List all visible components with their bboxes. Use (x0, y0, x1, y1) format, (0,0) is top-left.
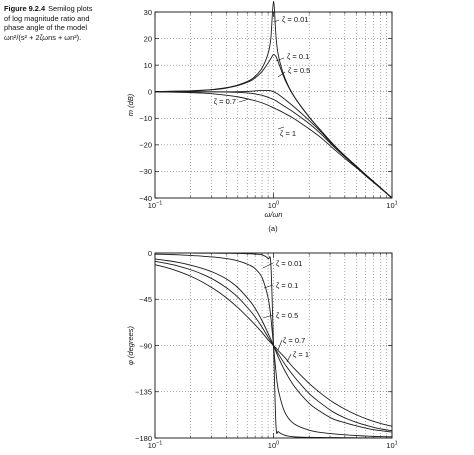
annotation-leader (263, 284, 274, 289)
annotation-label: ζ = 0.7 (283, 336, 305, 345)
y-tick-label: 0 (148, 88, 152, 97)
series-line-4 (154, 260, 393, 432)
annotation-leader (262, 262, 274, 269)
y-tick-label: −180 (135, 434, 152, 443)
series-line-5 (154, 264, 393, 427)
figure-caption: Figure 9.2.4 Semilog plots of log magnitu… (4, 4, 132, 42)
vertical-grid (190, 12, 387, 198)
annotation-leader (286, 353, 292, 363)
horizontal-grid (155, 299, 392, 392)
y-tick-label: 0 (148, 249, 152, 258)
x-tick-label: 101 (386, 441, 397, 451)
annotation-label: ζ = 0.7 (214, 97, 236, 106)
y-tick-label: −90 (139, 341, 152, 350)
y-tick-label: −20 (139, 141, 152, 150)
annotation-label: ζ = 0.5 (288, 66, 310, 75)
annotation-label: ζ = 0.01 (282, 15, 308, 24)
x-tick-label: 10−1 (148, 441, 163, 451)
annotation-leader (273, 19, 280, 23)
panel-label: (a) (268, 224, 278, 233)
series-line-2 (154, 253, 393, 438)
annotation-leader (238, 98, 250, 103)
annotation-label: ζ = 0.5 (276, 311, 298, 320)
annotation-leader (262, 314, 274, 319)
annotation-label: ζ = 0.1 (276, 281, 298, 290)
annotation-label: ζ = 1 (293, 350, 309, 359)
y-tick-label: −135 (135, 388, 152, 397)
y-tick-label: −30 (139, 167, 152, 176)
x-tick-label: 100 (268, 201, 279, 211)
x-axis-label: ω/ωn (265, 210, 283, 219)
figure-number: Figure 9.2.4 (4, 4, 46, 13)
y-tick-label: 30 (144, 8, 152, 17)
x-tick-label: 101 (386, 201, 397, 211)
annotation-leader (277, 339, 283, 351)
y-axis-label: m (dB) (126, 93, 135, 116)
annotation-leader (275, 57, 285, 62)
annotation-label: ζ = 0.01 (276, 259, 302, 268)
series-line-3 (154, 258, 393, 433)
caption-line-4: ωn²/(s² + 2ζωns + ωn²). (4, 32, 82, 42)
x-tick-label: 10−1 (148, 201, 163, 211)
annotation-label: ζ = 1 (280, 129, 296, 138)
y-tick-label: −40 (139, 194, 152, 203)
series-line-1 (155, 252, 393, 439)
y-tick-label: −45 (139, 295, 152, 304)
y-tick-label: 20 (144, 34, 152, 43)
caption-line-1: Semilog plots (48, 4, 93, 13)
series-line-5 (154, 91, 393, 199)
series-group (154, 0, 393, 199)
y-tick-label: −10 (139, 114, 152, 123)
annotation-label: ζ = 0.1 (287, 52, 309, 61)
y-axis-label: φ (degrees) (126, 325, 135, 365)
x-tick-label: 100 (268, 441, 279, 451)
y-tick-label: 10 (144, 61, 152, 70)
annotation-leader (277, 126, 285, 130)
vertical-grid (190, 253, 387, 438)
series-line-4 (155, 91, 393, 199)
annotation-leader (277, 71, 286, 78)
caption-line-3: phase angle of the model (4, 23, 88, 33)
series-group (154, 252, 393, 439)
caption-line-2: of log magnitude ratio and (4, 13, 90, 23)
